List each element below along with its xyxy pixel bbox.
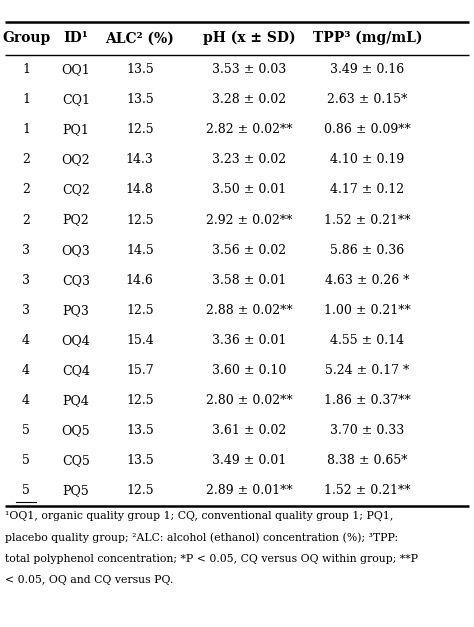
Text: 5: 5: [22, 424, 30, 437]
Text: 1: 1: [22, 63, 30, 76]
Text: ALC² (%): ALC² (%): [105, 31, 174, 45]
Text: CQ4: CQ4: [62, 364, 90, 377]
Text: 2: 2: [22, 214, 30, 226]
Text: 1.86 ± 0.37**: 1.86 ± 0.37**: [324, 394, 411, 407]
Text: 3.70 ± 0.33: 3.70 ± 0.33: [330, 424, 404, 437]
Text: 4.17 ± 0.12: 4.17 ± 0.12: [330, 184, 404, 196]
Text: 4: 4: [22, 364, 30, 377]
Text: 12.5: 12.5: [126, 214, 154, 226]
Text: 3: 3: [22, 244, 30, 256]
Text: 5.24 ± 0.17 *: 5.24 ± 0.17 *: [325, 364, 410, 377]
Text: 3.58 ± 0.01: 3.58 ± 0.01: [212, 274, 286, 287]
Text: PQ5: PQ5: [63, 485, 89, 497]
Text: Group: Group: [2, 31, 50, 45]
Text: 2: 2: [22, 184, 30, 196]
Text: 5: 5: [22, 485, 30, 497]
Text: 13.5: 13.5: [126, 455, 154, 467]
Text: 1.52 ± 0.21**: 1.52 ± 0.21**: [324, 214, 410, 226]
Text: 13.5: 13.5: [126, 63, 154, 76]
Text: 14.3: 14.3: [126, 154, 154, 166]
Text: 3.60 ± 0.10: 3.60 ± 0.10: [212, 364, 286, 377]
Text: 15.4: 15.4: [126, 334, 154, 347]
Text: 1: 1: [22, 93, 30, 106]
Text: total polyphenol concentration; *P < 0.05, CQ versus OQ within group; **P: total polyphenol concentration; *P < 0.0…: [5, 554, 418, 564]
Text: 4: 4: [22, 394, 30, 407]
Text: PQ1: PQ1: [63, 124, 89, 136]
Text: 3.56 ± 0.02: 3.56 ± 0.02: [212, 244, 286, 256]
Text: TPP³ (mg/mL): TPP³ (mg/mL): [312, 31, 422, 45]
Text: 3.50 ± 0.01: 3.50 ± 0.01: [212, 184, 286, 196]
Text: 12.5: 12.5: [126, 304, 154, 317]
Text: 3.28 ± 0.02: 3.28 ± 0.02: [212, 93, 286, 106]
Text: ¹OQ1, organic quality group 1; CQ, conventional quality group 1; PQ1,: ¹OQ1, organic quality group 1; CQ, conve…: [5, 511, 393, 521]
Text: < 0.05, OQ and CQ versus PQ.: < 0.05, OQ and CQ versus PQ.: [5, 575, 173, 585]
Text: 12.5: 12.5: [126, 394, 154, 407]
Text: ID¹: ID¹: [64, 31, 88, 45]
Text: 4.63 ± 0.26 *: 4.63 ± 0.26 *: [325, 274, 410, 287]
Text: PQ3: PQ3: [63, 304, 89, 317]
Text: 13.5: 13.5: [126, 424, 154, 437]
Text: CQ5: CQ5: [62, 455, 90, 467]
Text: 1: 1: [22, 124, 30, 136]
Text: 14.6: 14.6: [126, 274, 154, 287]
Text: 8.38 ± 0.65*: 8.38 ± 0.65*: [327, 455, 408, 467]
Text: OQ1: OQ1: [62, 63, 90, 76]
Text: 2.89 ± 0.01**: 2.89 ± 0.01**: [206, 485, 292, 497]
Text: CQ1: CQ1: [62, 93, 90, 106]
Text: 5: 5: [22, 455, 30, 467]
Text: 3.36 ± 0.01: 3.36 ± 0.01: [212, 334, 286, 347]
Text: OQ5: OQ5: [62, 424, 90, 437]
Text: 12.5: 12.5: [126, 485, 154, 497]
Text: 5.86 ± 0.36: 5.86 ± 0.36: [330, 244, 404, 256]
Text: 2.82 ± 0.02**: 2.82 ± 0.02**: [206, 124, 292, 136]
Text: 4: 4: [22, 334, 30, 347]
Text: 3.23 ± 0.02: 3.23 ± 0.02: [212, 154, 286, 166]
Text: 0.86 ± 0.09**: 0.86 ± 0.09**: [324, 124, 411, 136]
Text: PQ2: PQ2: [63, 214, 89, 226]
Text: 12.5: 12.5: [126, 124, 154, 136]
Text: 3.49 ± 0.16: 3.49 ± 0.16: [330, 63, 404, 76]
Text: placebo quality group; ²ALC: alcohol (ethanol) concentration (%); ³TPP:: placebo quality group; ²ALC: alcohol (et…: [5, 532, 398, 543]
Text: 3.53 ± 0.03: 3.53 ± 0.03: [212, 63, 286, 76]
Text: 2.88 ± 0.02**: 2.88 ± 0.02**: [206, 304, 292, 317]
Text: 4.10 ± 0.19: 4.10 ± 0.19: [330, 154, 404, 166]
Text: CQ3: CQ3: [62, 274, 90, 287]
Text: 3.61 ± 0.02: 3.61 ± 0.02: [212, 424, 286, 437]
Text: 3: 3: [22, 304, 30, 317]
Text: pH (x ± SD): pH (x ± SD): [202, 31, 295, 45]
Text: 2.80 ± 0.02**: 2.80 ± 0.02**: [206, 394, 292, 407]
Text: OQ4: OQ4: [62, 334, 90, 347]
Text: 3.49 ± 0.01: 3.49 ± 0.01: [212, 455, 286, 467]
Text: 4.55 ± 0.14: 4.55 ± 0.14: [330, 334, 404, 347]
Text: 14.5: 14.5: [126, 244, 154, 256]
Text: 3: 3: [22, 274, 30, 287]
Text: 2.92 ± 0.02**: 2.92 ± 0.02**: [206, 214, 292, 226]
Text: PQ4: PQ4: [63, 394, 89, 407]
Text: CQ2: CQ2: [62, 184, 90, 196]
Text: 1.52 ± 0.21**: 1.52 ± 0.21**: [324, 485, 410, 497]
Text: 14.8: 14.8: [126, 184, 154, 196]
Text: 1.00 ± 0.21**: 1.00 ± 0.21**: [324, 304, 411, 317]
Text: 13.5: 13.5: [126, 93, 154, 106]
Text: 15.7: 15.7: [126, 364, 154, 377]
Text: OQ2: OQ2: [62, 154, 90, 166]
Text: 2.63 ± 0.15*: 2.63 ± 0.15*: [327, 93, 408, 106]
Text: OQ3: OQ3: [62, 244, 90, 256]
Text: 2: 2: [22, 154, 30, 166]
